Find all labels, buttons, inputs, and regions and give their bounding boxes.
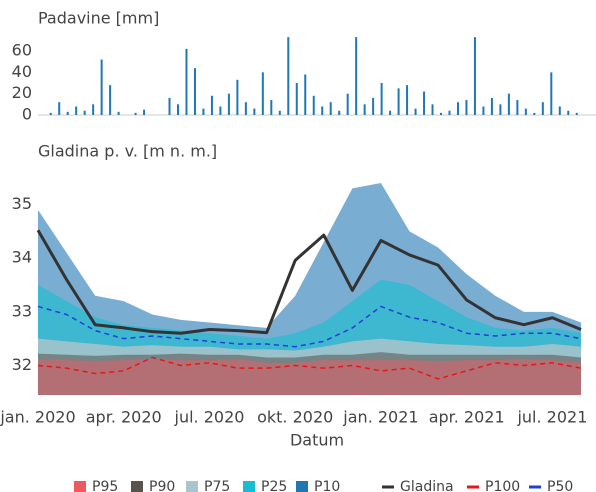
bar <box>567 110 570 115</box>
legend-label: Gladina <box>400 479 454 492</box>
bar <box>440 112 443 115</box>
legend-label: P25 <box>261 479 287 492</box>
bar <box>406 85 409 115</box>
y-tick-label: 34 <box>12 248 32 267</box>
bar <box>134 112 137 115</box>
bar <box>499 104 502 115</box>
bar <box>295 83 298 115</box>
bar <box>363 104 366 115</box>
bar <box>346 93 349 115</box>
x-tick-label: apr. 2021 <box>429 408 505 427</box>
bar <box>58 102 61 115</box>
bar <box>473 37 476 116</box>
y-tick-label: 32 <box>12 355 32 374</box>
bar <box>456 102 459 115</box>
bar <box>278 110 281 115</box>
bar <box>431 104 434 115</box>
legend-label: P50 <box>547 479 573 492</box>
bar <box>168 97 171 115</box>
bar <box>202 108 205 115</box>
y-tick-label: 33 <box>12 301 32 320</box>
bar <box>236 79 239 115</box>
bar <box>287 37 290 116</box>
bar <box>253 108 256 115</box>
legend-label: P90 <box>149 479 175 492</box>
bar <box>380 83 383 115</box>
legend-swatch <box>131 481 143 492</box>
bar <box>92 104 95 115</box>
bar <box>304 74 307 115</box>
line <box>37 356 582 380</box>
bar <box>185 48 188 115</box>
bar <box>533 112 536 115</box>
bar <box>490 97 493 115</box>
legend-swatch <box>296 481 308 492</box>
bar <box>355 37 358 116</box>
bar <box>338 110 341 115</box>
area <box>38 359 581 395</box>
y-tick-label: 20 <box>12 83 32 102</box>
bar <box>109 85 112 115</box>
y-tick-label: 0 <box>22 105 32 124</box>
legend-swatch <box>243 481 255 492</box>
bar <box>329 102 332 115</box>
bar <box>75 106 78 115</box>
bar <box>66 111 69 115</box>
bar <box>465 100 468 115</box>
bar <box>397 88 400 115</box>
bar <box>193 68 196 115</box>
bar <box>448 110 451 115</box>
x-axis-title: Datum <box>290 431 344 450</box>
bar <box>482 106 485 115</box>
bar <box>312 95 315 115</box>
legend-label: P100 <box>485 479 520 492</box>
bar <box>219 106 222 115</box>
bar <box>49 112 52 115</box>
bar <box>83 110 86 115</box>
bar <box>321 106 324 115</box>
bar <box>575 112 578 115</box>
x-tick-label: okt. 2020 <box>257 408 333 427</box>
legend-swatch <box>74 481 86 492</box>
bar <box>524 108 527 115</box>
y-tick-label: 40 <box>12 62 32 81</box>
line <box>36 229 582 335</box>
x-tick-label: jan. 2020 <box>0 408 76 427</box>
bar <box>176 104 179 115</box>
bar <box>389 110 392 115</box>
legend-swatch <box>186 481 198 492</box>
level-title: Gladina p. v. [m n. m.] <box>38 142 217 161</box>
x-tick-label: jan. 2021 <box>342 408 418 427</box>
legend-label: P10 <box>314 479 340 492</box>
bar <box>100 59 103 115</box>
legend-label: P95 <box>92 479 118 492</box>
bar <box>244 102 247 115</box>
bar <box>270 100 273 115</box>
y-tick-label: 35 <box>12 194 32 213</box>
bar <box>210 95 213 115</box>
precip-title: Padavine [mm] <box>38 9 159 28</box>
bar <box>423 91 426 115</box>
bar <box>117 111 120 115</box>
bar <box>550 72 553 115</box>
x-tick-label: apr. 2020 <box>86 408 162 427</box>
bar <box>414 108 417 115</box>
bar <box>558 106 561 115</box>
x-tick-label: jul. 2020 <box>174 408 245 427</box>
bar <box>143 109 146 115</box>
bar <box>507 93 510 115</box>
x-tick-label: jul. 2021 <box>516 408 587 427</box>
bar <box>227 93 230 115</box>
bar <box>516 100 519 115</box>
bar <box>372 97 375 115</box>
y-tick-label: 60 <box>12 41 32 60</box>
bar <box>261 72 264 115</box>
bar <box>541 102 544 115</box>
legend-label: P75 <box>204 479 230 492</box>
